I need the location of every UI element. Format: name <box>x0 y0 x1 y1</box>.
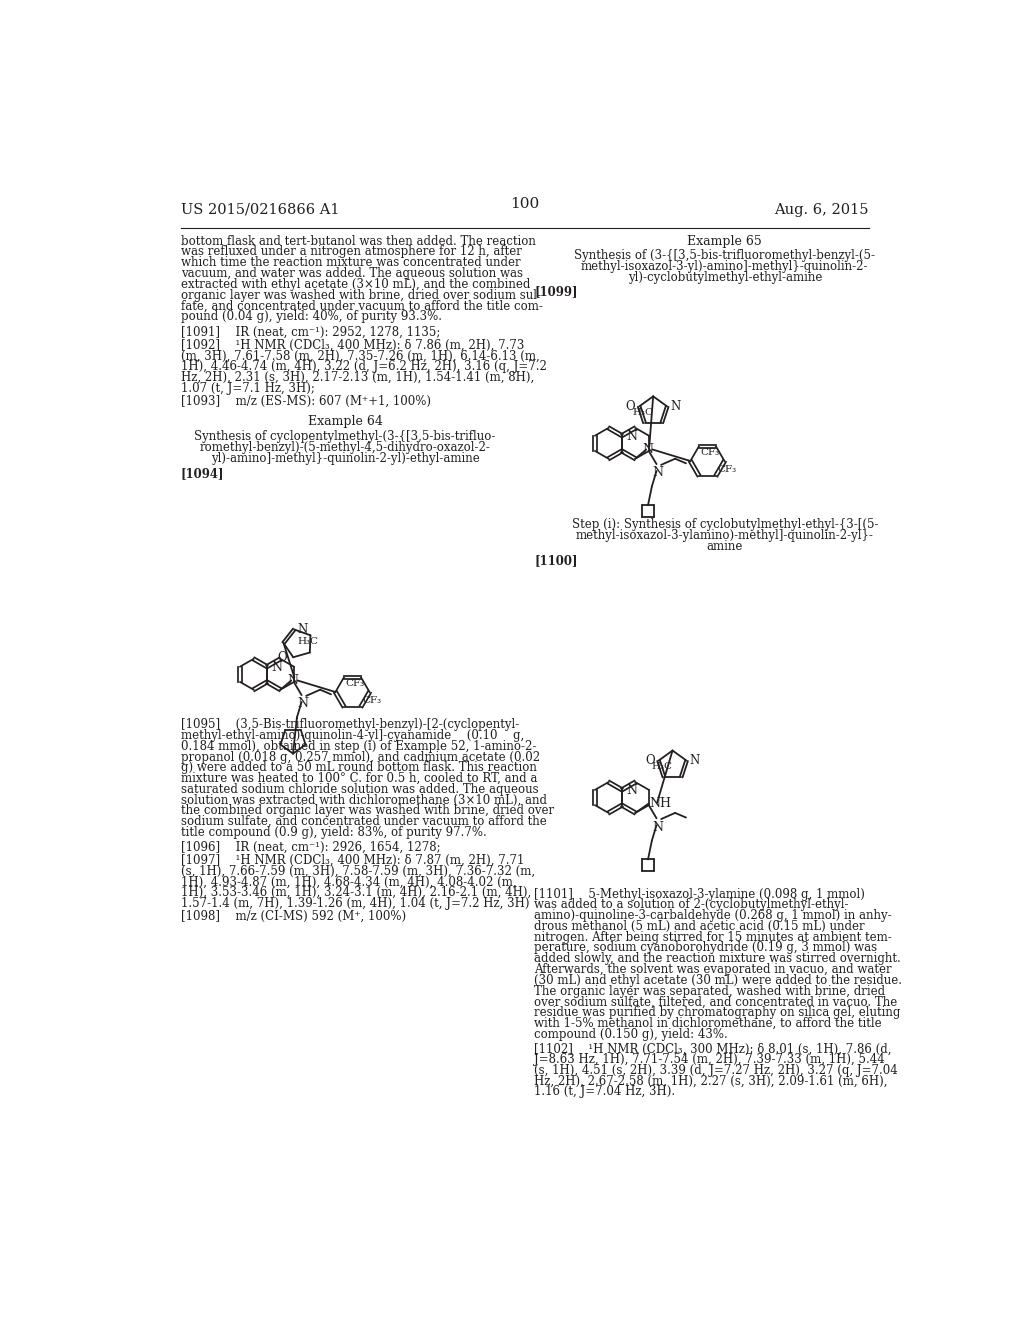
Text: CF₃: CF₃ <box>362 696 382 705</box>
Text: methyl-isoxazol-3-yl)-amino]-methyl}-quinolin-2-: methyl-isoxazol-3-yl)-amino]-methyl}-qui… <box>581 260 868 273</box>
Text: [1096]  IR (neat, cm⁻¹): 2926, 1654, 1278;: [1096] IR (neat, cm⁻¹): 2926, 1654, 1278… <box>180 841 440 854</box>
Text: Example 64: Example 64 <box>307 414 382 428</box>
Text: N: N <box>298 697 308 710</box>
Text: [1100]: [1100] <box>535 554 578 568</box>
Text: amine: amine <box>707 540 743 553</box>
Text: residue was purified by chromatography on silica gel, eluting: residue was purified by chromatography o… <box>535 1006 900 1019</box>
Text: Example 65: Example 65 <box>687 235 762 248</box>
Text: Step (i): Synthesis of cyclobutylmethyl-ethyl-{3-[(5-: Step (i): Synthesis of cyclobutylmethyl-… <box>571 517 878 531</box>
Text: [1102]  ¹H NMR (CDCl₃, 300 MHz): δ 8.01 (s, 1H), 7.86 (d,: [1102] ¹H NMR (CDCl₃, 300 MHz): δ 8.01 (… <box>535 1043 892 1056</box>
Text: organic layer was washed with brine, dried over sodium sul-: organic layer was washed with brine, dri… <box>180 289 541 301</box>
Text: Afterwards, the solvent was evaporated in vacuo, and water: Afterwards, the solvent was evaporated i… <box>535 964 892 975</box>
Text: [1097]  ¹H NMR (CDCl₃, 400 MHz): δ 7.87 (m, 2H), 7.71: [1097] ¹H NMR (CDCl₃, 400 MHz): δ 7.87 (… <box>180 854 524 867</box>
Text: Hz, 2H), 2.31 (s, 3H), 2.17-2.13 (m, 1H), 1.54-1.41 (m, 8H),: Hz, 2H), 2.31 (s, 3H), 2.17-2.13 (m, 1H)… <box>180 371 534 384</box>
Text: (30 mL) and ethyl acetate (30 mL) were added to the residue.: (30 mL) and ethyl acetate (30 mL) were a… <box>535 974 902 987</box>
Text: [1092]  ¹H NMR (CDCl₃, 400 MHz): δ 7.86 (m, 2H), 7.73: [1092] ¹H NMR (CDCl₃, 400 MHz): δ 7.86 (… <box>180 339 524 351</box>
Text: (s, 1H), 7.66-7.59 (m, 3H), 7.58-7.59 (m, 3H), 7.36-7.32 (m,: (s, 1H), 7.66-7.59 (m, 3H), 7.58-7.59 (m… <box>180 865 535 878</box>
Text: saturated sodium chloride solution was added. The aqueous: saturated sodium chloride solution was a… <box>180 783 539 796</box>
Text: 1.57-1.4 (m, 7H), 1.39-1.26 (m, 4H), 1.04 (t, J=7.2 Hz, 3H): 1.57-1.4 (m, 7H), 1.39-1.26 (m, 4H), 1.0… <box>180 896 529 909</box>
Text: N: N <box>652 821 664 834</box>
Text: [1098]  m/z (CI-MS) 592 (M⁺, 100%): [1098] m/z (CI-MS) 592 (M⁺, 100%) <box>180 909 406 923</box>
Text: CF₃: CF₃ <box>718 465 736 474</box>
Text: N: N <box>626 430 637 444</box>
Text: H₃C: H₃C <box>652 762 673 771</box>
Text: 1H), 4.93-4.87 (m, 1H), 4.68-4.34 (m, 4H), 4.08-4.02 (m,: 1H), 4.93-4.87 (m, 1H), 4.68-4.34 (m, 4H… <box>180 875 516 888</box>
Text: the combined organic layer was washed with brine, dried over: the combined organic layer was washed wi… <box>180 804 554 817</box>
Text: was refluxed under a nitrogen atmosphere for 12 h, after: was refluxed under a nitrogen atmosphere… <box>180 246 521 259</box>
Text: sodium sulfate, and concentrated under vacuum to afford the: sodium sulfate, and concentrated under v… <box>180 816 547 828</box>
Text: J=8.63 Hz, 1H), 7.71-7.54 (m, 2H), 7.39-7.33 (m, 1H), 5.44: J=8.63 Hz, 1H), 7.71-7.54 (m, 2H), 7.39-… <box>535 1053 885 1067</box>
Text: which time the reaction mixture was concentrated under: which time the reaction mixture was conc… <box>180 256 520 269</box>
Text: 0.184 mmol), obtained in step (i) of Example 52, 1-amino-2-: 0.184 mmol), obtained in step (i) of Exa… <box>180 739 537 752</box>
Text: 100: 100 <box>510 198 540 211</box>
Text: O: O <box>278 651 287 664</box>
Text: 1H), 4.46-4.74 (m, 4H), 3.22 (d, J=6.2 Hz, 2H), 3.16 (q, J=7.2: 1H), 4.46-4.74 (m, 4H), 3.22 (d, J=6.2 H… <box>180 360 547 374</box>
Text: methyl-ethyl-amino)-quinolin-4-yl]-cyanamide  (0.10  g,: methyl-ethyl-amino)-quinolin-4-yl]-cyana… <box>180 729 524 742</box>
Text: 1.16 (t, J=7.04 Hz, 3H).: 1.16 (t, J=7.04 Hz, 3H). <box>535 1085 675 1098</box>
Text: N: N <box>652 466 664 479</box>
Text: fate, and concentrated under vacuum to afford the title com-: fate, and concentrated under vacuum to a… <box>180 300 543 313</box>
Text: N: N <box>689 754 699 767</box>
Text: CF₃: CF₃ <box>345 678 365 688</box>
Text: over sodium sulfate, filtered, and concentrated in vacuo. The: over sodium sulfate, filtered, and conce… <box>535 995 897 1008</box>
Text: 1H), 3.53-3.46 (m, 1H), 3.24-3.1 (m, 4H), 2.16-2.1 (m, 4H),: 1H), 3.53-3.46 (m, 1H), 3.24-3.1 (m, 4H)… <box>180 886 531 899</box>
Text: [1094]: [1094] <box>180 467 224 480</box>
Text: O: O <box>626 400 635 413</box>
Text: N: N <box>271 661 282 675</box>
Text: N: N <box>642 444 653 455</box>
Text: yl)-amino]-methyl}-quinolin-2-yl)-ethyl-amine: yl)-amino]-methyl}-quinolin-2-yl)-ethyl-… <box>211 451 479 465</box>
Text: H₃C: H₃C <box>633 408 653 417</box>
Text: 1.07 (t, J=7.1 Hz, 3H);: 1.07 (t, J=7.1 Hz, 3H); <box>180 381 314 395</box>
Text: O: O <box>645 754 654 767</box>
Text: pound (0.04 g), yield: 40%, of purity 93.3%.: pound (0.04 g), yield: 40%, of purity 93… <box>180 310 441 323</box>
Text: solution was extracted with dichloromethane (3×10 mL), and: solution was extracted with dichlorometh… <box>180 793 547 807</box>
Text: amino)-quinoline-3-carbaldehyde (0.268 g, 1 mmol) in anhy-: amino)-quinoline-3-carbaldehyde (0.268 g… <box>535 909 892 923</box>
Text: N: N <box>626 784 637 797</box>
Text: perature, sodium cyanoborohydride (0.19 g, 3 mmol) was: perature, sodium cyanoborohydride (0.19 … <box>535 941 878 954</box>
Text: [1091]  IR (neat, cm⁻¹): 2952, 1278, 1135;: [1091] IR (neat, cm⁻¹): 2952, 1278, 1135… <box>180 326 440 338</box>
Text: [1099]: [1099] <box>535 285 578 298</box>
Text: title compound (0.9 g), yield: 83%, of purity 97.7%.: title compound (0.9 g), yield: 83%, of p… <box>180 826 486 840</box>
Text: extracted with ethyl acetate (3×10 mL), and the combined: extracted with ethyl acetate (3×10 mL), … <box>180 277 530 290</box>
Text: compound (0.150 g), yield: 43%.: compound (0.150 g), yield: 43%. <box>535 1028 728 1040</box>
Text: US 2015/0216866 A1: US 2015/0216866 A1 <box>180 203 339 216</box>
Text: Aug. 6, 2015: Aug. 6, 2015 <box>774 203 869 216</box>
Text: N: N <box>671 400 681 413</box>
Text: romethyl-benzyl)-(5-methyl-4,5-dihydro-oxazol-2-: romethyl-benzyl)-(5-methyl-4,5-dihydro-o… <box>200 441 490 454</box>
Text: with 1-5% methanol in dichloromethane, to afford the title: with 1-5% methanol in dichloromethane, t… <box>535 1016 882 1030</box>
Text: [1093]  m/z (ES-MS): 607 (M⁺+1, 100%): [1093] m/z (ES-MS): 607 (M⁺+1, 100%) <box>180 395 431 408</box>
Text: added slowly, and the reaction mixture was stirred overnight.: added slowly, and the reaction mixture w… <box>535 952 901 965</box>
Text: (s, 1H), 4.51 (s, 2H), 3.39 (d, J=7.27 Hz, 2H), 3.27 (q, J=7.04: (s, 1H), 4.51 (s, 2H), 3.39 (d, J=7.27 H… <box>535 1064 898 1077</box>
Text: (m, 3H), 7.61-7.58 (m, 2H), 7.35-7.26 (m, 1H), 6.14-6.13 (m,: (m, 3H), 7.61-7.58 (m, 2H), 7.35-7.26 (m… <box>180 350 540 363</box>
Text: The organic layer was separated, washed with brine, dried: The organic layer was separated, washed … <box>535 985 885 998</box>
Text: CF₃: CF₃ <box>700 447 720 457</box>
Text: NH: NH <box>649 797 672 810</box>
Text: bottom flask and tert-butanol was then added. The reaction: bottom flask and tert-butanol was then a… <box>180 235 536 248</box>
Text: g) were added to a 50 mL round bottom flask. This reaction: g) were added to a 50 mL round bottom fl… <box>180 762 537 775</box>
Text: was added to a solution of 2-(cyclobutylmethyl-ethyl-: was added to a solution of 2-(cyclobutyl… <box>535 899 849 911</box>
Text: N: N <box>288 675 298 686</box>
Text: H₃C: H₃C <box>298 638 318 647</box>
Text: mixture was heated to 100° C. for 0.5 h, cooled to RT, and a: mixture was heated to 100° C. for 0.5 h,… <box>180 772 537 785</box>
Text: vacuum, and water was added. The aqueous solution was: vacuum, and water was added. The aqueous… <box>180 267 522 280</box>
Text: yl)-cyclobutylmethyl-ethyl-amine: yl)-cyclobutylmethyl-ethyl-amine <box>628 271 822 284</box>
Text: nitrogen. After being stirred for 15 minutes at ambient tem-: nitrogen. After being stirred for 15 min… <box>535 931 892 944</box>
Text: [1101]  5-Methyl-isoxazol-3-ylamine (0.098 g, 1 mmol): [1101] 5-Methyl-isoxazol-3-ylamine (0.09… <box>535 887 865 900</box>
Text: Synthesis of cyclopentylmethyl-(3-{[3,5-bis-trifluo-: Synthesis of cyclopentylmethyl-(3-{[3,5-… <box>195 430 496 444</box>
Text: methyl-isoxazol-3-ylamino)-methyl]-quinolin-2-yl}-: methyl-isoxazol-3-ylamino)-methyl]-quino… <box>575 529 873 541</box>
Text: Hz, 2H), 2.67-2.58 (m, 1H), 2.27 (s, 3H), 2.09-1.61 (m, 6H),: Hz, 2H), 2.67-2.58 (m, 1H), 2.27 (s, 3H)… <box>535 1074 888 1088</box>
Text: [1095]  (3,5-Bis-trifluoromethyl-benzyl)-[2-(cyclopentyl-: [1095] (3,5-Bis-trifluoromethyl-benzyl)-… <box>180 718 519 731</box>
Text: N: N <box>297 623 307 636</box>
Text: drous methanol (5 mL) and acetic acid (0.15 mL) under: drous methanol (5 mL) and acetic acid (0… <box>535 920 864 933</box>
Text: propanol (0.018 g, 0.257 mmol), and cadmium acetate (0.02: propanol (0.018 g, 0.257 mmol), and cadm… <box>180 751 540 763</box>
Text: Synthesis of (3-{[3,5-bis-trifluoromethyl-benzyl-(5-: Synthesis of (3-{[3,5-bis-trifluoromethy… <box>574 249 876 263</box>
